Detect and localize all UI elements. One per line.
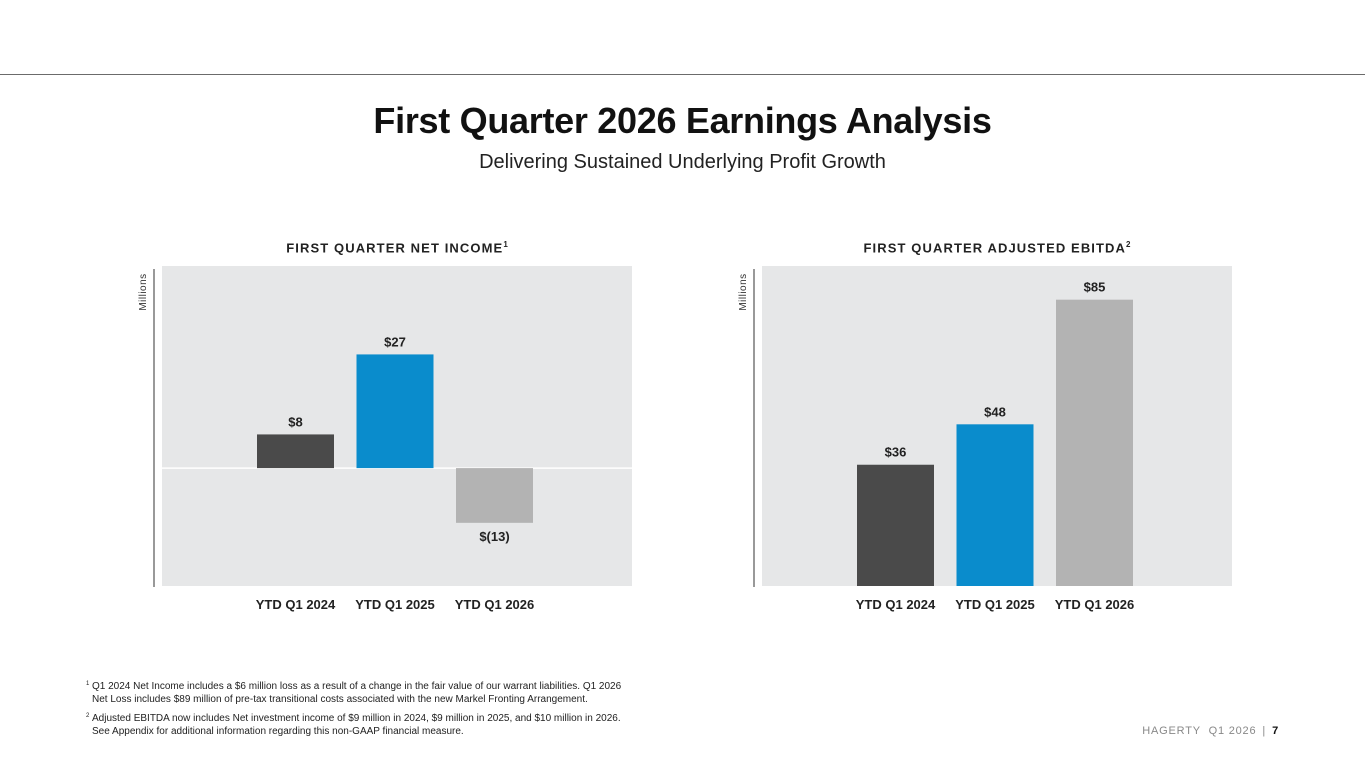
chart-title: FIRST QUARTER NET INCOME1 — [286, 240, 508, 255]
footnote-marker: 2 — [86, 713, 90, 719]
y-axis-label: Millions — [138, 273, 149, 310]
data-label: $27 — [384, 334, 406, 349]
footer-brand: HAGERTY — [1142, 725, 1201, 737]
page-subtitle: Delivering Sustained Underlying Profit G… — [479, 151, 886, 173]
footnote-1: 1 Q1 2024 Net Income includes a $6 milli… — [86, 680, 686, 706]
category-label: YTD Q1 2024 — [256, 597, 336, 612]
bar — [356, 354, 434, 469]
data-label: $8 — [288, 414, 302, 429]
chart-title-text: FIRST QUARTER ADJUSTED EBITDA — [863, 240, 1127, 256]
footnote-2: 2 Adjusted EBITDA now includes Net inves… — [86, 712, 686, 738]
category-label: YTD Q1 2026 — [455, 597, 535, 612]
net-income-chart-svg: Millions $8 YTD Q1 2024 $27 YTD Q1 2025 $(13)… — [138, 266, 632, 612]
footnote-line: See Appendix for additional information … — [92, 726, 464, 737]
category-label: YTD Q1 2024 — [856, 597, 936, 612]
footnotes: 1 Q1 2024 Net Income includes a $6 milli… — [86, 680, 686, 744]
footnote-line: Net Loss includes $89 million of pre-tax… — [92, 694, 588, 705]
page-footer: HAGERTY Q1 2026 | 7 — [1142, 725, 1279, 737]
page-number: 7 — [1272, 725, 1279, 737]
data-label: $48 — [984, 404, 1006, 419]
data-label: $(13) — [479, 529, 509, 544]
footnote-line: Adjusted EBITDA now includes Net investm… — [92, 713, 621, 724]
chart-title-footnote-marker: 1 — [503, 240, 508, 249]
footer-period: Q1 2026 — [1208, 725, 1257, 737]
page-title: First Quarter 2026 Earnings Analysis — [373, 100, 992, 141]
footer-separator: | — [1262, 725, 1267, 737]
bar — [456, 468, 533, 523]
bar — [1056, 299, 1133, 586]
bar — [956, 424, 1034, 586]
data-label: $36 — [885, 445, 907, 460]
adjusted-ebitda-chart: FIRST QUARTER ADJUSTED EBITDA2 Millions $… — [700, 230, 1300, 630]
chart-title-text: FIRST QUARTER NET INCOME — [286, 240, 504, 256]
adjusted-ebitda-chart-svg: Millions $36 YTD Q1 2024 $48 YTD Q1 2025 $85 Y… — [738, 266, 1232, 612]
category-label: YTD Q1 2025 — [955, 597, 1035, 612]
bar — [857, 464, 934, 586]
bar — [257, 434, 334, 469]
footnote-marker: 1 — [86, 681, 90, 687]
y-axis-label: Millions — [738, 273, 749, 310]
chart-title: FIRST QUARTER ADJUSTED EBITDA2 — [864, 240, 1131, 255]
chart-title-footnote-marker: 2 — [1126, 240, 1131, 249]
footnote-line: Q1 2024 Net Income includes a $6 million… — [92, 681, 622, 692]
category-label: YTD Q1 2025 — [355, 597, 435, 612]
category-label: YTD Q1 2026 — [1055, 597, 1135, 612]
top-divider — [0, 74, 1365, 75]
data-label: $85 — [1084, 280, 1106, 295]
net-income-chart: FIRST QUARTER NET INCOME1 Millions $8 YTD … — [100, 230, 700, 630]
